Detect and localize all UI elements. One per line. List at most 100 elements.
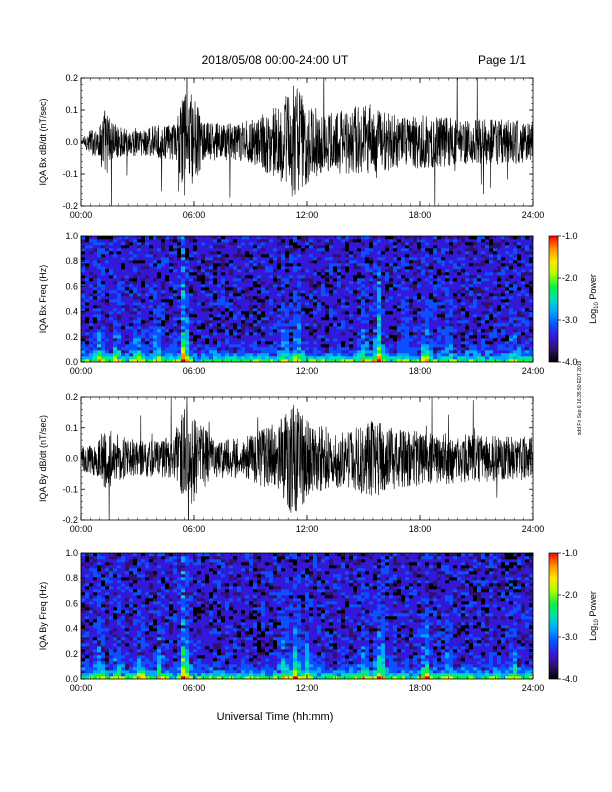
spectrogram-cell [365, 305, 370, 309]
spectrogram-cell [521, 242, 526, 246]
spectrogram-cell [505, 269, 510, 273]
spectrogram-cell [113, 314, 118, 318]
spectrogram-cell [89, 275, 94, 279]
spectrogram-cell [217, 353, 222, 357]
spectrogram-cell [209, 359, 214, 362]
spectrogram-cell [169, 284, 174, 288]
spectrogram-cell [513, 290, 518, 294]
spectrogram-cell [145, 254, 150, 258]
spectrogram-cell [289, 266, 294, 270]
spectrogram-cell [105, 239, 110, 243]
spectrogram-cell [521, 260, 526, 264]
spectrogram-cell [493, 299, 498, 303]
spectrogram-cell [137, 335, 142, 339]
spectrogram-cell [453, 272, 458, 276]
spectrogram-cell [153, 335, 158, 339]
spectrogram-cell [361, 269, 366, 273]
spectrogram-cell [365, 323, 370, 327]
spectrogram-cell [401, 308, 406, 312]
spectrogram-cell [529, 260, 533, 264]
spectrogram-cell [381, 350, 386, 354]
spectrogram-cell [473, 257, 478, 261]
spectrogram-cell [389, 254, 394, 258]
spectrogram-cell [441, 269, 446, 273]
spectrogram-cell [353, 302, 358, 306]
spectrogram-cell [333, 299, 338, 303]
spectrogram-cell [121, 272, 126, 276]
spectrogram-cell [277, 356, 282, 360]
spectrogram-cell [173, 290, 178, 294]
spectrogram-cell [457, 344, 462, 348]
spectrogram-cell [349, 248, 354, 252]
spectrogram-cell [213, 329, 218, 333]
spectrogram-cell [161, 311, 166, 315]
spectrogram-cell [433, 305, 438, 309]
spectrogram-cell [229, 332, 234, 336]
spectrogram-cell [505, 281, 510, 285]
spectrogram-cell [105, 248, 110, 252]
spectrogram-cell [317, 239, 322, 243]
spectrogram-cell [477, 341, 482, 345]
spectrogram-cell [449, 263, 454, 267]
spectrogram-cell [153, 287, 158, 291]
spectrogram-cell [241, 356, 246, 360]
spectrogram-cell [513, 332, 518, 336]
spectrogram-cell [225, 350, 230, 354]
spectrogram-cell [357, 293, 362, 297]
spectrogram-cell [85, 290, 90, 294]
spectrogram-cell [301, 299, 306, 303]
spectrogram-cell [517, 281, 522, 285]
spectrogram-cell [437, 347, 442, 351]
spectrogram-cell [377, 296, 382, 300]
spectrogram-cell [101, 245, 106, 249]
spectrogram-cell [177, 245, 182, 249]
spectrogram-cell [393, 359, 398, 362]
spectrogram-cell [437, 317, 442, 321]
spectrogram-cell [329, 287, 334, 291]
spectrogram-cell [137, 257, 142, 261]
spectrogram-cell [237, 353, 242, 357]
spectrogram-cell [201, 275, 206, 279]
spectrogram-cell [85, 314, 90, 318]
spectrogram-cell [457, 353, 462, 357]
spectrogram-cell [321, 335, 326, 339]
spectrogram-cell [157, 356, 162, 360]
spectrogram-cell [437, 236, 442, 240]
spectrogram-cell [137, 356, 142, 360]
spectrogram-cell [117, 275, 122, 279]
spectrogram-cell [397, 353, 402, 357]
spectrogram-cell [509, 251, 514, 255]
spectrogram-cell [281, 344, 286, 348]
spectrogram-cell [437, 311, 442, 315]
spectrogram-cell [229, 308, 234, 312]
spectrogram-cell [413, 326, 418, 330]
spectrogram-cell [297, 245, 302, 249]
spectrogram-cell [381, 248, 386, 252]
spectrogram-cell [513, 308, 518, 312]
spectrogram-cell [329, 347, 334, 351]
spectrogram-cell [441, 350, 446, 354]
spectrogram-cell [457, 278, 462, 282]
spectrogram-cell [357, 314, 362, 318]
spectrogram-cell [429, 260, 434, 264]
spectrogram-cell [529, 290, 533, 294]
spectrogram-cell [261, 341, 266, 345]
spectrogram-cell [349, 260, 354, 264]
db-dt-trace [81, 78, 533, 206]
spectrogram-cell [173, 341, 178, 345]
spectrogram-cell [117, 254, 122, 258]
spectrogram-cell [233, 287, 238, 291]
spectrogram-cell [357, 323, 362, 327]
spectrogram-cell [417, 338, 422, 342]
spectrogram-cell [493, 284, 498, 288]
spectrogram-cell [357, 302, 362, 306]
spectrogram-cell [257, 344, 262, 348]
spectrogram-cell [173, 281, 178, 285]
spectrogram-cell [165, 338, 170, 342]
spectrogram-cell [297, 305, 302, 309]
spectrogram-cell [165, 347, 170, 351]
spectrogram-cell [249, 293, 254, 297]
spectrogram-cell [309, 359, 314, 362]
spectrogram-cell [97, 326, 102, 330]
spectrogram-cell [409, 308, 414, 312]
